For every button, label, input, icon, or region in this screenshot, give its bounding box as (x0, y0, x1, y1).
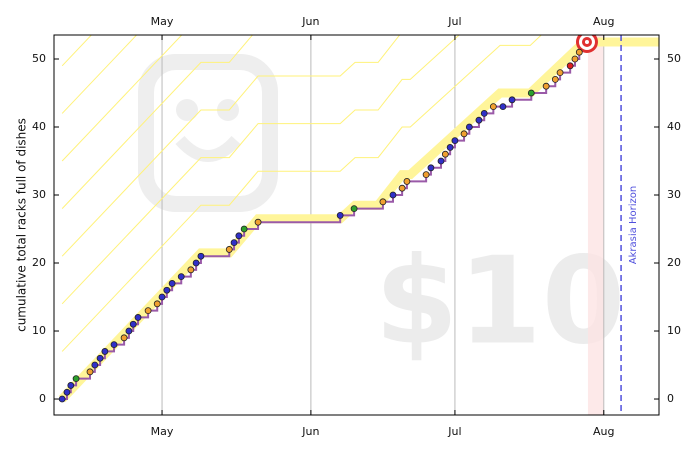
datapoint (58, 395, 66, 403)
y-tick-label: 20 (32, 256, 46, 269)
datapoint (177, 273, 185, 281)
datapoint (63, 388, 71, 396)
y-tick-label: 0 (667, 392, 674, 405)
guideline (61, 35, 460, 305)
y-tick-label: 10 (667, 324, 681, 337)
datapoint (499, 103, 507, 111)
today-band (587, 35, 604, 415)
y-tick-label: 20 (667, 256, 681, 269)
datapoint (460, 130, 468, 138)
datapoint (72, 375, 80, 383)
datapoint (134, 314, 142, 321)
plot-frame (53, 34, 660, 416)
x-tick-label: May (151, 15, 174, 28)
datapoint (192, 259, 200, 267)
watermark-eye (176, 99, 198, 121)
datapoint (475, 116, 483, 124)
datapoint (465, 123, 473, 131)
datapoint (91, 361, 99, 369)
datapoint (542, 82, 550, 90)
x-tick-label: May (151, 425, 174, 438)
datapoint (187, 266, 195, 274)
datapoint (350, 205, 358, 213)
guideline (61, 35, 254, 209)
watermark-smile (175, 135, 241, 162)
y-tick-label: 10 (32, 324, 46, 337)
datapoint (96, 354, 104, 362)
datapoint (67, 382, 75, 389)
datapoint (403, 178, 411, 185)
goal-target (584, 40, 589, 45)
datapoint (120, 334, 128, 342)
datapoint (101, 348, 109, 355)
datapoint (254, 218, 262, 226)
datapoint (571, 55, 579, 63)
datapoint (163, 286, 171, 294)
akrasia-horizon-label: Akrasia Horizon (628, 186, 639, 264)
x-tick-label: Aug (593, 425, 614, 438)
datapoint (437, 157, 445, 165)
y-tick-label: 30 (667, 188, 681, 201)
y-tick-label: 40 (32, 120, 46, 133)
watermark-pledge: $10 (375, 233, 626, 372)
datapoint (125, 327, 133, 335)
y-tick-label: 50 (32, 52, 46, 65)
x-tick-label: Jun (301, 425, 319, 438)
datapoint (451, 137, 459, 145)
datapoint (398, 184, 406, 192)
datapoint (336, 212, 344, 219)
datapoint (427, 164, 435, 172)
datapoint (527, 89, 535, 97)
y-tick-label: 50 (667, 52, 681, 65)
y-axis-label: cumulative total racks full of dishes (15, 118, 29, 332)
datapoint (575, 48, 583, 56)
x-tick-label: Jul (447, 425, 461, 438)
datapoint (508, 96, 516, 104)
plot-background: $10 (138, 54, 626, 372)
datapoint (110, 341, 118, 349)
x-tick-label: Aug (593, 15, 614, 28)
datapoint (422, 171, 430, 179)
y-tick-label: 40 (667, 120, 681, 133)
y-tick-label: 0 (39, 392, 46, 405)
datapoint (566, 62, 574, 70)
datapoint (480, 110, 488, 117)
datapoint (158, 293, 166, 301)
datapoint (235, 232, 243, 240)
y-tick-label: 30 (32, 188, 46, 201)
guideline (61, 35, 543, 352)
datapoint (379, 198, 387, 206)
datapoint (225, 246, 233, 253)
datapoint (144, 307, 152, 315)
x-tick-label: Jul (447, 15, 461, 28)
datapoint (153, 300, 161, 308)
datapoint (197, 252, 205, 260)
datapoint (230, 239, 238, 247)
guideline (61, 35, 401, 257)
x-tick-label: Jun (301, 15, 319, 28)
datapoint (168, 280, 176, 287)
datapoint (551, 76, 559, 83)
datapoint (86, 368, 94, 376)
datapoint (556, 69, 564, 77)
datapoint (240, 225, 248, 233)
plot-layer (58, 35, 659, 415)
datapoint (129, 320, 137, 328)
datapoint (441, 150, 449, 158)
datapoint (389, 191, 397, 199)
datapoint (446, 144, 454, 151)
datapoint (489, 103, 497, 111)
